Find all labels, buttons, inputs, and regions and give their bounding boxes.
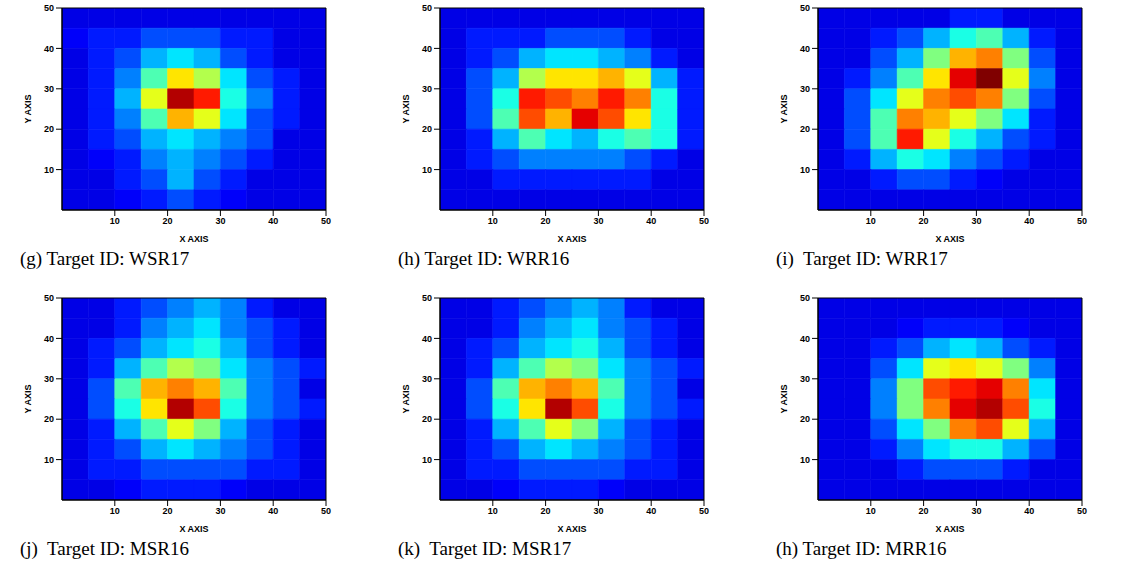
svg-text:10: 10 — [110, 216, 120, 226]
svg-text:20: 20 — [44, 124, 54, 134]
svg-text:10: 10 — [110, 506, 120, 516]
svg-text:20: 20 — [919, 216, 929, 226]
svg-text:10: 10 — [800, 165, 810, 175]
svg-text:40: 40 — [800, 44, 810, 54]
svg-text:30: 30 — [971, 506, 981, 516]
svg-text:20: 20 — [163, 506, 173, 516]
svg-text:30: 30 — [593, 506, 603, 516]
svg-text:40: 40 — [422, 334, 432, 344]
svg-text:30: 30 — [215, 506, 225, 516]
svg-text:20: 20 — [422, 414, 432, 424]
html-text:(g) Target ID: WSR17: (g) Target ID: WSR17 — [20, 248, 190, 269]
svg-text:30: 30 — [44, 84, 54, 94]
svg-text:40: 40 — [1024, 506, 1034, 516]
svg-text:X AXIS: X AXIS — [557, 234, 586, 244]
svg-text:30: 30 — [422, 84, 432, 94]
svg-text:40: 40 — [268, 216, 278, 226]
svg-text:30: 30 — [215, 216, 225, 226]
svg-text:40: 40 — [44, 334, 54, 344]
svg-text:50: 50 — [699, 506, 709, 516]
html-text:(h) Target ID: MRR16: (h) Target ID: MRR16 — [776, 538, 947, 559]
svg-text:30: 30 — [593, 216, 603, 226]
svg-text:30: 30 — [44, 374, 54, 384]
svg-text:20: 20 — [44, 414, 54, 424]
svg-text:20: 20 — [919, 506, 929, 516]
svg-text:50: 50 — [44, 293, 54, 303]
svg-text:50: 50 — [1077, 216, 1087, 226]
svg-text:40: 40 — [646, 506, 656, 516]
svg-text:10: 10 — [866, 506, 876, 516]
svg-text:10: 10 — [422, 455, 432, 465]
svg-text:X AXIS: X AXIS — [179, 524, 208, 534]
svg-text:50: 50 — [800, 293, 810, 303]
svg-text:50: 50 — [699, 216, 709, 226]
svg-text:10: 10 — [44, 165, 54, 175]
svg-text:Y AXIS: Y AXIS — [23, 94, 33, 123]
svg-text:10: 10 — [44, 455, 54, 465]
svg-text:X AXIS: X AXIS — [935, 524, 964, 534]
svg-text:40: 40 — [268, 506, 278, 516]
svg-text:30: 30 — [800, 374, 810, 384]
svg-text:20: 20 — [800, 414, 810, 424]
svg-text:10: 10 — [422, 165, 432, 175]
html-text:(h) Target ID: WRR16: (h) Target ID: WRR16 — [398, 248, 570, 269]
html-text:(i) Target ID: WRR17: (i) Target ID: WRR17 — [776, 248, 948, 269]
svg-text:30: 30 — [800, 84, 810, 94]
svg-text:10: 10 — [866, 216, 876, 226]
svg-text:Y AXIS: Y AXIS — [23, 384, 33, 413]
svg-text:40: 40 — [800, 334, 810, 344]
svg-text:50: 50 — [321, 216, 331, 226]
svg-text:X AXIS: X AXIS — [179, 234, 208, 244]
svg-text:50: 50 — [422, 3, 432, 13]
svg-text:Y AXIS: Y AXIS — [779, 94, 789, 123]
svg-text:50: 50 — [321, 506, 331, 516]
svg-text:X AXIS: X AXIS — [935, 234, 964, 244]
svg-text:Y AXIS: Y AXIS — [779, 384, 789, 413]
svg-text:30: 30 — [971, 216, 981, 226]
html-text:(j) Target ID: MSR16: (j) Target ID: MSR16 — [20, 538, 189, 559]
svg-text:Y AXIS: Y AXIS — [401, 94, 411, 123]
svg-text:50: 50 — [1077, 506, 1087, 516]
svg-text:40: 40 — [646, 216, 656, 226]
svg-text:50: 50 — [800, 3, 810, 13]
svg-text:20: 20 — [541, 506, 551, 516]
svg-text:20: 20 — [422, 124, 432, 134]
svg-text:20: 20 — [163, 216, 173, 226]
svg-text:50: 50 — [44, 3, 54, 13]
svg-text:40: 40 — [422, 44, 432, 54]
svg-text:20: 20 — [541, 216, 551, 226]
svg-text:20: 20 — [800, 124, 810, 134]
svg-text:40: 40 — [1024, 216, 1034, 226]
svg-text:X AXIS: X AXIS — [557, 524, 586, 534]
svg-text:10: 10 — [488, 506, 498, 516]
svg-text:30: 30 — [422, 374, 432, 384]
svg-text:Y AXIS: Y AXIS — [401, 384, 411, 413]
svg-text:40: 40 — [44, 44, 54, 54]
html-text:(k) Target ID: MSR17: (k) Target ID: MSR17 — [398, 538, 572, 559]
svg-text:10: 10 — [800, 455, 810, 465]
svg-text:10: 10 — [488, 216, 498, 226]
svg-text:50: 50 — [422, 293, 432, 303]
